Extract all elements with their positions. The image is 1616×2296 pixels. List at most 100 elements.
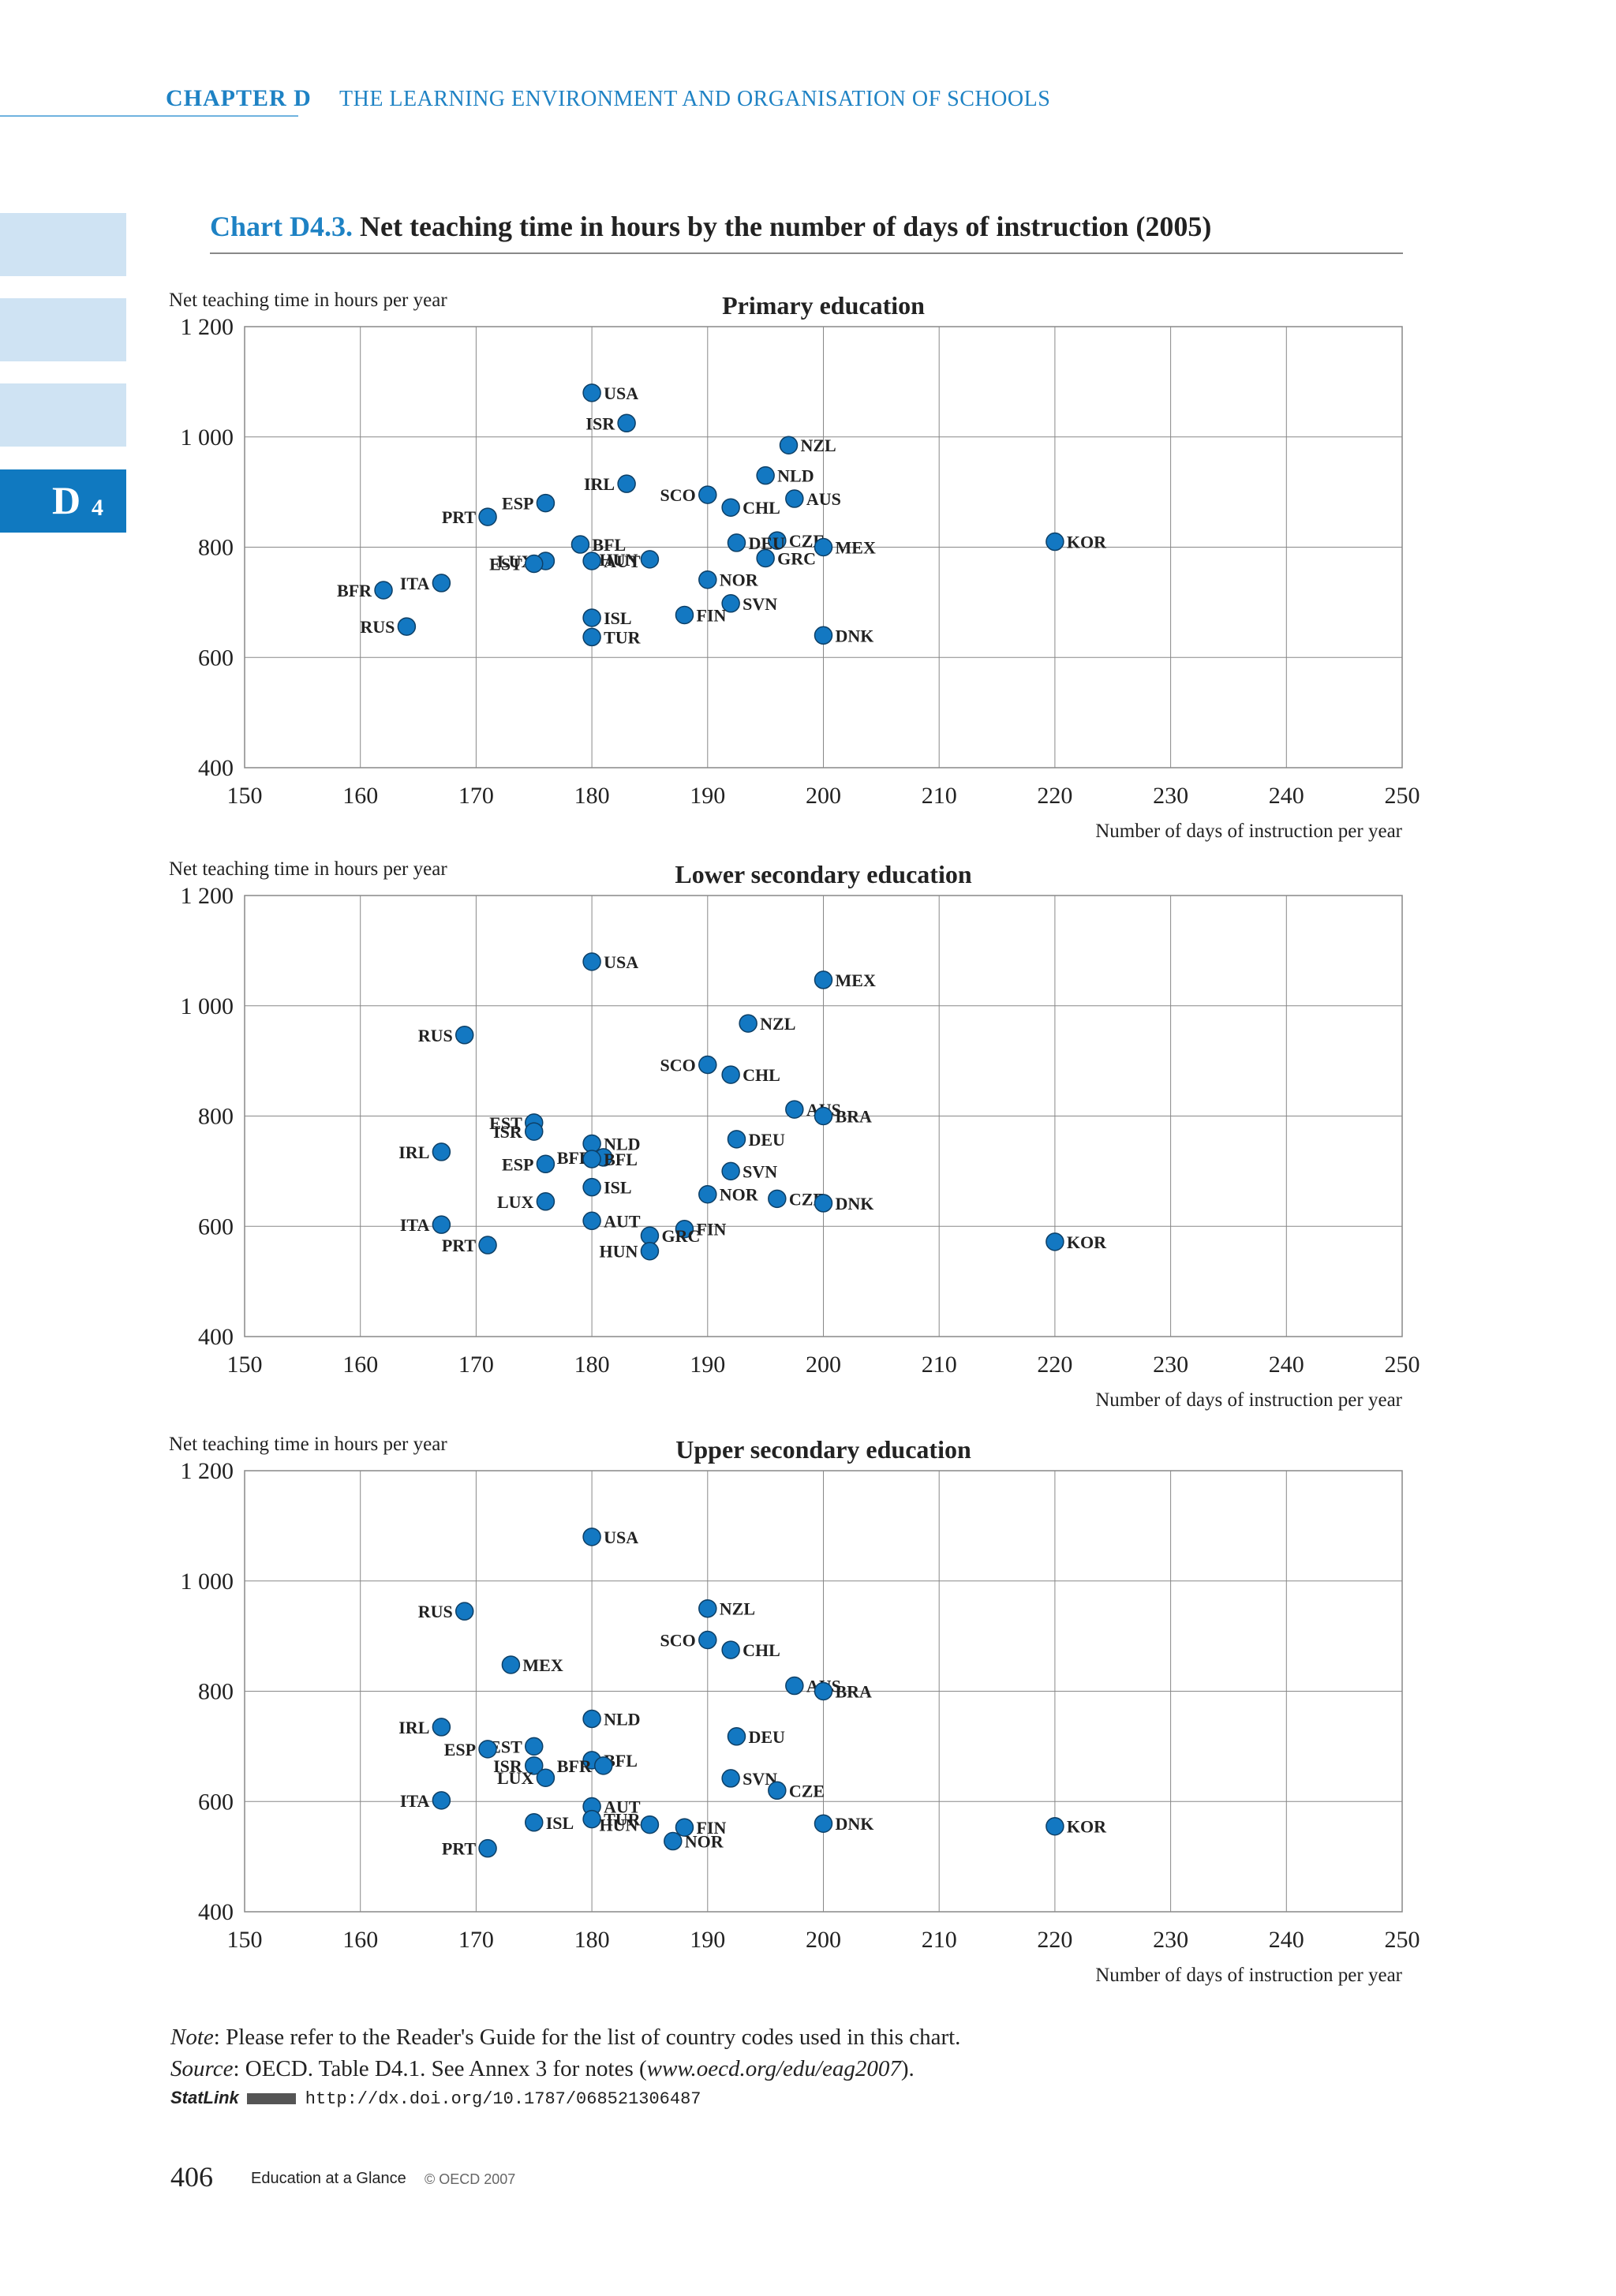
data-point xyxy=(698,1630,717,1650)
data-point xyxy=(640,1241,660,1261)
y-tick-label: 1 000 xyxy=(181,993,234,1019)
data-point xyxy=(582,1177,601,1197)
panel-title: Lower secondary education xyxy=(675,860,971,888)
data-point xyxy=(582,627,601,647)
point-label: IRL xyxy=(398,1142,429,1162)
data-point xyxy=(768,1781,787,1801)
data-point xyxy=(721,1065,740,1084)
point-label: HUN xyxy=(600,1815,638,1835)
point-label: BRA xyxy=(836,1682,873,1702)
data-point xyxy=(432,1142,451,1161)
x-tick-label: 170 xyxy=(458,1352,494,1378)
data-point xyxy=(727,533,746,552)
data-point xyxy=(1046,1816,1064,1836)
point-label: ISL xyxy=(604,1178,631,1198)
point-label: CHL xyxy=(743,1065,780,1085)
y-tick-label: 800 xyxy=(198,535,234,561)
point-label: NOR xyxy=(685,1832,724,1852)
y-tick-label: 400 xyxy=(198,1899,234,1925)
x-tick-label: 180 xyxy=(574,1927,610,1953)
data-point xyxy=(536,1154,556,1174)
x-tick-label: 180 xyxy=(574,783,610,809)
point-label: IRL xyxy=(398,1718,429,1737)
point-label: NOR xyxy=(720,1185,759,1205)
x-tick-label: 210 xyxy=(922,1927,957,1953)
x-tick-label: 230 xyxy=(1153,1927,1188,1953)
data-point xyxy=(814,1194,833,1213)
data-point xyxy=(756,466,775,485)
x-tick-label: 160 xyxy=(342,1352,378,1378)
data-point xyxy=(525,1122,544,1141)
x-axis-label: Number of days of instruction per year xyxy=(1095,821,1402,842)
point-label: NOR xyxy=(720,570,759,590)
x-tick-label: 170 xyxy=(458,1927,494,1953)
chart-source: Source: OECD. Table D4.1. See Annex 3 fo… xyxy=(170,2056,915,2082)
point-label: AUS xyxy=(806,489,841,509)
data-point xyxy=(582,1150,601,1169)
point-label: ISL xyxy=(546,1813,574,1833)
x-tick-label: 240 xyxy=(1269,1352,1304,1378)
chapter-title: THE LEARNING ENVIRONMENT AND ORGANISATIO… xyxy=(339,87,1051,111)
point-label: PRT xyxy=(442,1839,477,1859)
point-label: NLD xyxy=(777,466,814,486)
point-label: DNK xyxy=(836,1814,874,1834)
chart-title-rule xyxy=(210,252,1403,254)
x-tick-label: 220 xyxy=(1037,1352,1072,1378)
point-label: NZL xyxy=(720,1599,755,1619)
source-tail: ). xyxy=(900,2056,915,2081)
point-label: SCO xyxy=(660,1056,696,1075)
data-point xyxy=(721,1640,740,1659)
point-label: DNK xyxy=(836,1194,874,1213)
point-label: AUT xyxy=(604,552,641,571)
data-point xyxy=(664,1831,683,1851)
data-point xyxy=(536,1768,556,1787)
data-point xyxy=(617,413,636,433)
data-point xyxy=(698,1599,717,1618)
y-tick-label: 800 xyxy=(198,1104,234,1130)
data-point xyxy=(814,537,833,557)
point-label: KOR xyxy=(1067,1232,1107,1252)
data-point xyxy=(768,1189,787,1209)
point-label: ITA xyxy=(400,1215,430,1235)
point-label: BFR xyxy=(337,581,372,600)
point-label: MEX xyxy=(522,1655,563,1675)
point-label: BFL xyxy=(592,535,626,555)
x-tick-label: 240 xyxy=(1269,1927,1304,1953)
y-tick-label: 800 xyxy=(198,1679,234,1705)
point-label: FIN xyxy=(696,1818,726,1838)
data-point xyxy=(582,952,601,971)
data-point xyxy=(698,1055,717,1075)
x-axis-label: Number of days of instruction per year xyxy=(1095,1389,1402,1411)
data-point xyxy=(640,1226,660,1245)
note-label: Note xyxy=(170,2025,214,2050)
data-point xyxy=(501,1655,521,1674)
data-point xyxy=(454,1602,474,1621)
data-point xyxy=(374,581,393,600)
data-point xyxy=(785,1100,804,1119)
header-rule xyxy=(0,115,298,117)
statlink-url[interactable]: http://dx.doi.org/10.1787/068521306487 xyxy=(305,2089,701,2109)
point-label: GRC xyxy=(661,1226,700,1246)
point-label: MEX xyxy=(836,970,876,990)
point-label: USA xyxy=(604,952,638,972)
point-label: CZE xyxy=(789,1781,825,1801)
point-label: ISR xyxy=(493,1122,523,1142)
point-label: KOR xyxy=(1067,533,1107,552)
point-label: BRA xyxy=(836,1107,873,1127)
data-point xyxy=(525,1756,544,1775)
data-point xyxy=(698,570,717,589)
point-label: NZL xyxy=(760,1014,795,1034)
point-label: BFR xyxy=(557,1756,593,1776)
x-tick-label: 200 xyxy=(806,1927,841,1953)
point-label: RUS xyxy=(418,1026,453,1045)
data-point xyxy=(478,507,497,526)
data-point xyxy=(640,1815,660,1834)
data-point xyxy=(397,617,417,636)
source-url[interactable]: www.oecd.org/edu/eag2007 xyxy=(646,2056,901,2081)
point-label: EST xyxy=(489,554,522,574)
data-point xyxy=(675,1219,694,1239)
x-tick-label: 150 xyxy=(227,783,263,809)
data-point xyxy=(698,485,717,504)
point-label: LUX xyxy=(497,1768,534,1788)
